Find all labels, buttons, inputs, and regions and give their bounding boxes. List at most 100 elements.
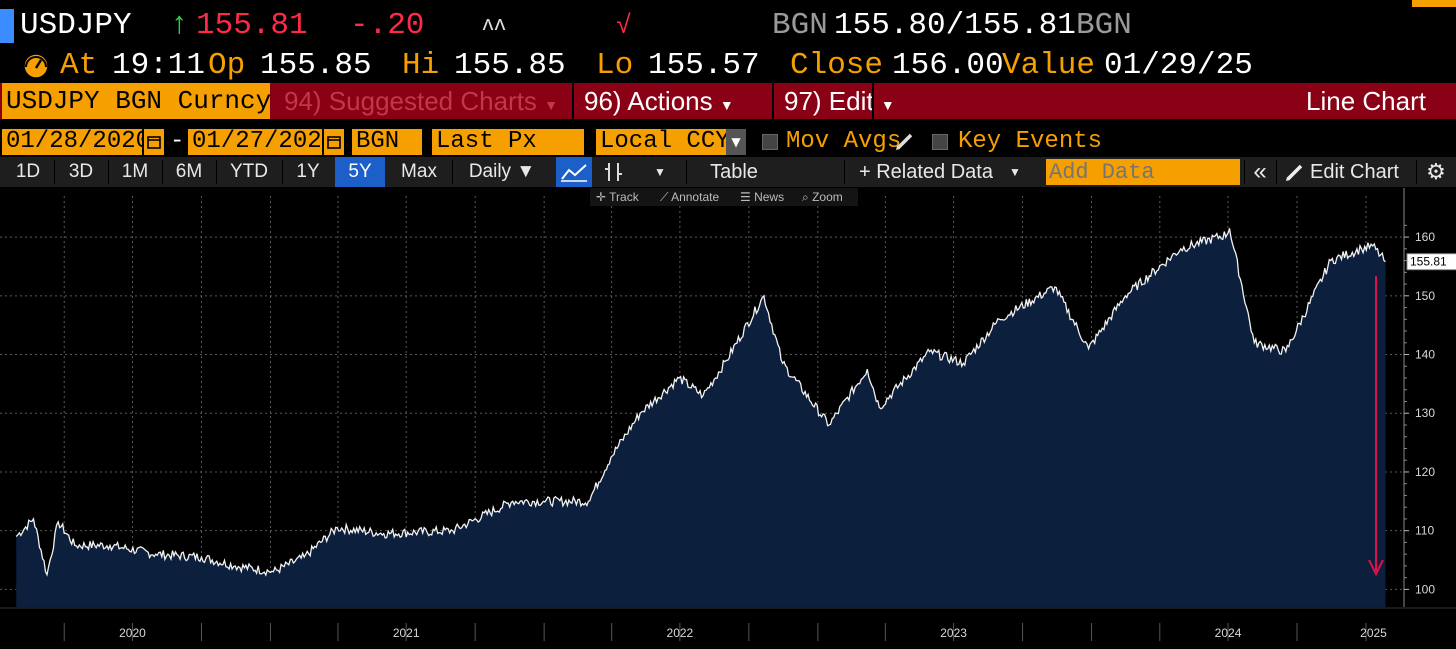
annotate-button[interactable]: ⟋ Annotate — [660, 188, 719, 206]
close-label: Close — [790, 48, 884, 83]
currency-value: Local CCY — [600, 129, 726, 155]
x-tick-label: 2023 — [940, 626, 967, 640]
y-tick-label: 130 — [1415, 406, 1435, 420]
collapse-icon[interactable]: « — [1253, 158, 1267, 185]
value-date: 01/29/25 — [1104, 48, 1253, 83]
menu-bar: USDJPY BGN Curncy 94) Suggested Charts ▼… — [0, 83, 1456, 119]
chevron-down-icon: ▼ — [880, 97, 895, 113]
calendar-icon[interactable] — [324, 129, 344, 155]
period-3d-button[interactable]: 3D — [68, 161, 94, 182]
toolbar-divider — [1244, 160, 1245, 184]
pencil-icon[interactable] — [1284, 161, 1306, 183]
time-label: At — [60, 48, 98, 83]
period-max-button[interactable]: Max — [401, 161, 437, 182]
open-value: 155.85 — [260, 48, 372, 83]
key-events-checkbox[interactable] — [932, 134, 948, 150]
quote-stats — [0, 46, 1456, 83]
x-tick-label: 2020 — [119, 626, 146, 640]
toolbar-divider — [54, 160, 55, 184]
x-tick-label: 2021 — [393, 626, 420, 640]
edit-chart-button[interactable]: Edit Chart — [1310, 161, 1399, 183]
edit-label: 97) Edit — [784, 86, 874, 116]
security-field[interactable]: USDJPY BGN Curncy — [2, 83, 272, 119]
crosshair-icon: ✛ — [596, 190, 610, 204]
price-field[interactable]: Last Px — [432, 129, 584, 155]
suggested-charts-menu[interactable]: 94) Suggested Charts ▼ — [284, 83, 558, 119]
toolbar-divider — [162, 160, 163, 184]
annotate-icon: ⟋ — [660, 190, 672, 204]
key-events-label: Key Events — [958, 128, 1103, 155]
period-6m-button[interactable]: 6M — [175, 161, 203, 182]
y-tick-label: 100 — [1415, 582, 1435, 596]
toolbar-divider — [282, 160, 283, 184]
chevron-down-icon[interactable]: ▼ — [726, 129, 746, 155]
news-button[interactable]: ☰ News — [740, 188, 784, 206]
last-price-box — [1406, 253, 1456, 271]
end-date-field[interactable]: 01/27/2025 — [188, 129, 322, 155]
gear-icon[interactable]: ⚙ — [1426, 159, 1446, 184]
frequency-select[interactable]: Daily ▼ — [468, 161, 536, 182]
x-tick-label: 2022 — [667, 626, 694, 640]
high-value: 155.85 — [454, 48, 566, 83]
price-line — [15, 228, 1386, 577]
suggested-charts-label: 94) Suggested Charts — [284, 86, 537, 116]
y-tick-label: 160 — [1415, 230, 1435, 244]
zoom-label: Zoom — [812, 190, 843, 204]
chart-toolbar: 1D 3D 1M 6M YTD 1Y 5Y Max Daily ▼ ▼ Tabl… — [0, 157, 1456, 187]
calendar-icon[interactable] — [144, 129, 164, 155]
chevron-down-icon[interactable]: ▼ — [654, 165, 666, 179]
source-value: BGN — [356, 129, 400, 155]
annotate-label: Annotate — [671, 190, 720, 204]
x-tick-label: 2024 — [1215, 626, 1242, 640]
ask-source: BGN — [1076, 8, 1132, 43]
price-field-value: Last Px — [436, 129, 537, 155]
ticker-symbol[interactable]: USDJPY — [20, 8, 132, 43]
price-chart[interactable]: 100 110 120 130 140 150 160 155.81 2020 2021 2022 2… — [0, 188, 1456, 649]
period-1m-button[interactable]: 1M — [121, 161, 149, 182]
candle-chart-icon[interactable] — [596, 157, 632, 187]
check-icon: √ — [616, 11, 632, 41]
start-date-field[interactable]: 01/28/2020 — [2, 129, 142, 155]
period-5y-button[interactable]: 5Y — [335, 157, 385, 187]
zoom-button[interactable]: ⌕ Zoom — [802, 188, 843, 206]
quote-header: USDJPY ↑ 155.81 -.20 ʌʌ √ BGN 155.80/155… — [0, 0, 1456, 46]
chevron-down-icon: ▼ — [544, 97, 559, 113]
bid-ask: 155.80/155.81 — [834, 8, 1076, 43]
start-date-value: 01/28/2020 — [6, 129, 142, 155]
add-data-input[interactable] — [1046, 159, 1240, 185]
menu-divider — [872, 83, 874, 119]
period-1d-button[interactable]: 1D — [15, 161, 41, 182]
up-arrow-icon: ↑ — [170, 8, 189, 43]
add-data-field[interactable] — [1046, 159, 1239, 185]
time-value: 19:11 — [112, 48, 206, 83]
net-change: -.20 — [350, 8, 425, 43]
toolbar-divider — [844, 160, 845, 184]
pencil-icon[interactable] — [894, 130, 916, 152]
low-label: Lo — [596, 48, 634, 83]
currency-select[interactable]: Local CCY — [596, 129, 726, 155]
source-field[interactable]: BGN — [352, 129, 422, 155]
toolbar-divider — [686, 160, 687, 184]
period-1y-button[interactable]: 1Y — [296, 161, 320, 182]
actions-menu[interactable]: 96) Actions ▼ — [584, 83, 734, 119]
related-data-button[interactable]: + Related Data — [859, 161, 993, 183]
x-axis-band — [0, 607, 1456, 649]
x-tick-label: 2025 — [1360, 626, 1387, 640]
security-label: USDJPY BGN Curncy — [6, 86, 272, 116]
close-value: 156.00 — [892, 48, 1004, 83]
news-icon: ☰ — [740, 190, 755, 204]
actions-label: 96) Actions — [584, 86, 713, 116]
last-price: 155.81 — [196, 8, 308, 43]
period-ytd-button[interactable]: YTD — [230, 161, 268, 182]
line-chart-icon[interactable] — [556, 157, 592, 187]
mov-avgs-checkbox[interactable] — [762, 134, 778, 150]
last-price-label: 155.81 — [1410, 255, 1447, 269]
edit-menu[interactable]: 97) Edit ▼ — [784, 83, 895, 119]
table-button[interactable]: Table — [710, 161, 758, 183]
chevron-down-icon[interactable]: ▼ — [1009, 165, 1021, 179]
sparkline-icon: ʌʌ — [482, 14, 507, 37]
mov-avgs-label: Mov Avgs — [786, 128, 902, 155]
track-button[interactable]: ✛ Track — [596, 188, 639, 206]
toolbar-divider — [108, 160, 109, 184]
menu-divider — [772, 83, 774, 119]
